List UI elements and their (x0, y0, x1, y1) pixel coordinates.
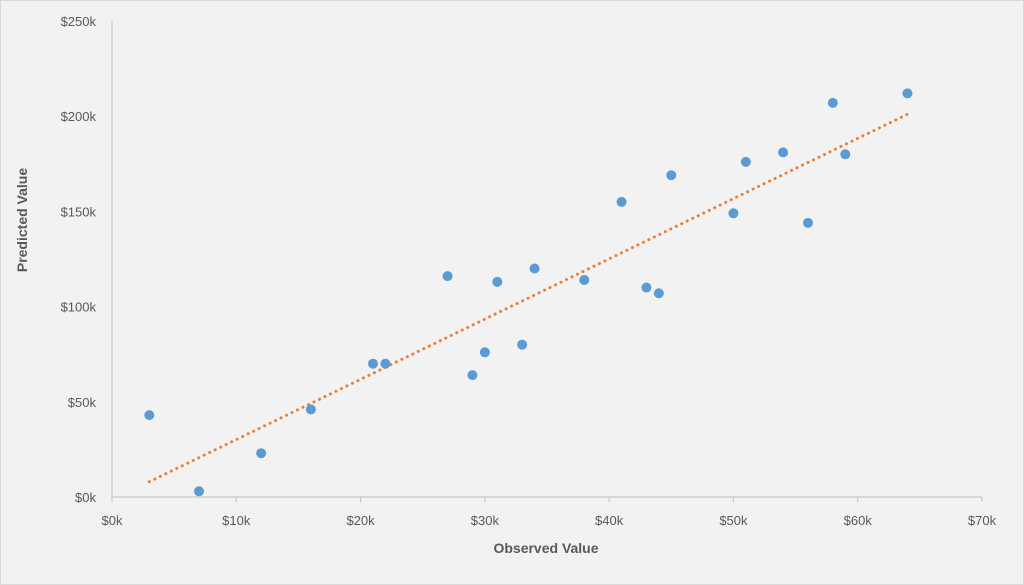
data-point (442, 271, 453, 282)
x-tick-label: $70k (968, 513, 997, 528)
data-point (529, 263, 540, 274)
data-point (803, 217, 813, 228)
data-point (641, 282, 652, 293)
data-point (144, 410, 155, 421)
data-point (579, 274, 590, 285)
data-points (144, 88, 913, 497)
x-tick-label: $40k (595, 513, 624, 528)
data-point (368, 358, 378, 369)
data-point (740, 156, 751, 167)
data-point (653, 288, 664, 299)
data-point (666, 170, 677, 181)
data-point (902, 88, 913, 99)
x-tick-label: $20k (346, 513, 375, 528)
data-point (840, 149, 851, 160)
data-point (467, 370, 478, 381)
data-point (256, 448, 267, 459)
data-point (616, 196, 627, 207)
x-tick-label: $60k (844, 513, 873, 528)
trendline (147, 112, 909, 484)
x-axis-title: Observed Value (493, 540, 598, 556)
y-tick-label: $0k (75, 490, 96, 505)
y-tick-label: $150k (61, 204, 97, 219)
y-axis-ticks: $0k $50k $100k $150k $200k $250k (61, 14, 97, 505)
x-tick-label: $30k (471, 513, 500, 528)
x-tick-label: $0k (102, 513, 123, 528)
y-tick-label: $50k (68, 395, 97, 410)
y-tick-label: $250k (61, 14, 97, 29)
x-axis-ticks: $0k $10k $20k $30k $40k $50k $60k $70k (102, 497, 997, 528)
data-point (305, 404, 316, 415)
data-point (728, 208, 739, 219)
y-tick-label: $200k (61, 109, 97, 124)
data-point (492, 276, 503, 287)
data-point (517, 339, 528, 350)
data-point (778, 147, 789, 158)
y-tick-label: $100k (61, 300, 97, 315)
x-tick-label: $10k (222, 513, 251, 528)
x-tick-label: $50k (719, 513, 748, 528)
y-axis-title: Predicted Value (14, 168, 30, 272)
data-point (479, 347, 490, 358)
data-point (194, 486, 204, 497)
data-point (827, 97, 838, 108)
data-point (380, 358, 391, 369)
